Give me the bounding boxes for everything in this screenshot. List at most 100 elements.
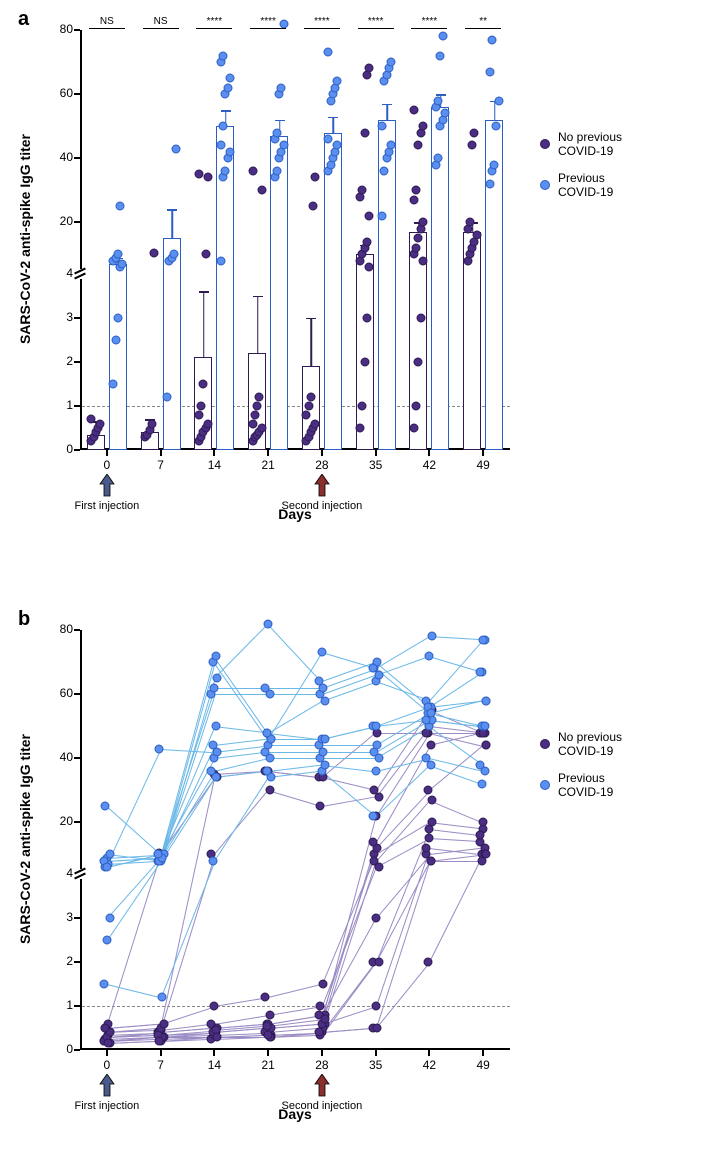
x-tick-label: 0: [92, 1058, 122, 1072]
data-point: [371, 1001, 380, 1010]
significance-bracket: [358, 28, 394, 29]
legend-marker-icon: [540, 139, 550, 149]
y-tick-mark: [74, 221, 80, 223]
data-point: [316, 802, 325, 811]
y-tick-label: 40: [45, 150, 73, 164]
significance-annotation: NS: [141, 16, 181, 27]
data-point: [221, 167, 230, 176]
y-tick-label: 40: [45, 750, 73, 764]
y-tick-mark: [74, 29, 80, 31]
data-point: [479, 818, 488, 827]
y-tick-mark: [74, 821, 80, 823]
y-tick-label: 4: [45, 866, 73, 880]
x-tick-mark: [213, 450, 215, 456]
data-point: [309, 202, 318, 211]
data-point: [418, 256, 427, 265]
panel-a-legend: No previousCOVID-19PreviousCOVID-19: [540, 130, 622, 212]
x-tick-label: 28: [307, 1058, 337, 1072]
data-point: [362, 313, 371, 322]
panel-b-label: b: [18, 608, 30, 631]
significance-annotation: ****: [409, 16, 449, 27]
data-point: [324, 48, 333, 57]
x-tick-mark: [213, 1050, 215, 1056]
error-stem: [257, 296, 259, 353]
data-point: [418, 122, 427, 131]
data-point: [194, 410, 203, 419]
data-point: [208, 741, 217, 750]
x-tick-label: 0: [92, 458, 122, 472]
data-point: [159, 1019, 168, 1028]
data-point: [479, 635, 488, 644]
data-point: [370, 786, 379, 795]
data-point: [225, 74, 234, 83]
data-point: [203, 173, 212, 182]
y-axis-label: SARS-CoV-2 anti-spike IgG titer: [17, 29, 33, 449]
figure-root: a012342040608007142128354249SARS-CoV-2 a…: [0, 0, 719, 560]
data-point: [262, 1021, 271, 1030]
data-point: [494, 96, 503, 105]
data-point: [482, 741, 491, 750]
injection-arrow-icon: [98, 474, 116, 498]
error-stem: [171, 209, 173, 238]
data-point: [113, 250, 122, 259]
data-point: [163, 393, 172, 402]
legend-item: No previousCOVID-19: [540, 130, 622, 159]
y-tick-label: 1: [45, 998, 73, 1012]
y-tick-label: 2: [45, 954, 73, 968]
data-point: [412, 243, 421, 252]
data-point: [102, 863, 111, 872]
data-point: [104, 1039, 113, 1048]
significance-bracket: [250, 28, 286, 29]
data-point: [210, 683, 219, 692]
panel-a-label: a: [18, 8, 29, 31]
data-point: [211, 722, 220, 731]
series-line: [268, 758, 322, 759]
data-point: [485, 179, 494, 188]
legend-marker-icon: [540, 180, 550, 190]
series-line: [322, 758, 376, 759]
x-tick-label: 42: [414, 458, 444, 472]
significance-bracket: [304, 28, 340, 29]
data-point: [279, 141, 288, 150]
data-point: [476, 760, 485, 769]
data-point: [425, 824, 434, 833]
data-point: [373, 1023, 382, 1032]
legend-item: No previousCOVID-19: [540, 730, 622, 759]
data-point: [153, 850, 162, 859]
data-point: [365, 211, 374, 220]
data-point: [371, 767, 380, 776]
data-point: [362, 237, 371, 246]
data-point: [320, 734, 329, 743]
legend-marker-icon: [540, 780, 550, 790]
data-point: [422, 843, 431, 852]
data-point: [150, 248, 159, 257]
bar-no-prev: [356, 254, 374, 450]
data-point: [387, 58, 396, 67]
data-point: [248, 419, 257, 428]
y-tick-mark: [74, 93, 80, 95]
data-point: [265, 786, 274, 795]
data-point: [465, 218, 474, 227]
error-stem: [333, 117, 335, 133]
data-point: [261, 993, 270, 1002]
data-point: [272, 167, 281, 176]
panel-b-legend: No previousCOVID-19PreviousCOVID-19: [540, 730, 622, 812]
x-tick-label: 35: [361, 1058, 391, 1072]
data-point: [416, 313, 425, 322]
significance-bracket: [89, 28, 125, 29]
x-tick-label: 7: [146, 458, 176, 472]
data-point: [490, 160, 499, 169]
data-point: [333, 77, 342, 86]
bar-prev: [324, 133, 342, 450]
data-point: [248, 167, 257, 176]
data-point: [482, 850, 491, 859]
injection-arrow-icon: [313, 1074, 331, 1098]
data-point: [425, 651, 434, 660]
data-point: [262, 767, 271, 776]
data-point: [203, 419, 212, 428]
error-cap: [328, 117, 338, 119]
data-point: [356, 423, 365, 432]
y-tick-mark: [74, 629, 80, 631]
significance-annotation: **: [463, 16, 503, 27]
data-point: [360, 357, 369, 366]
